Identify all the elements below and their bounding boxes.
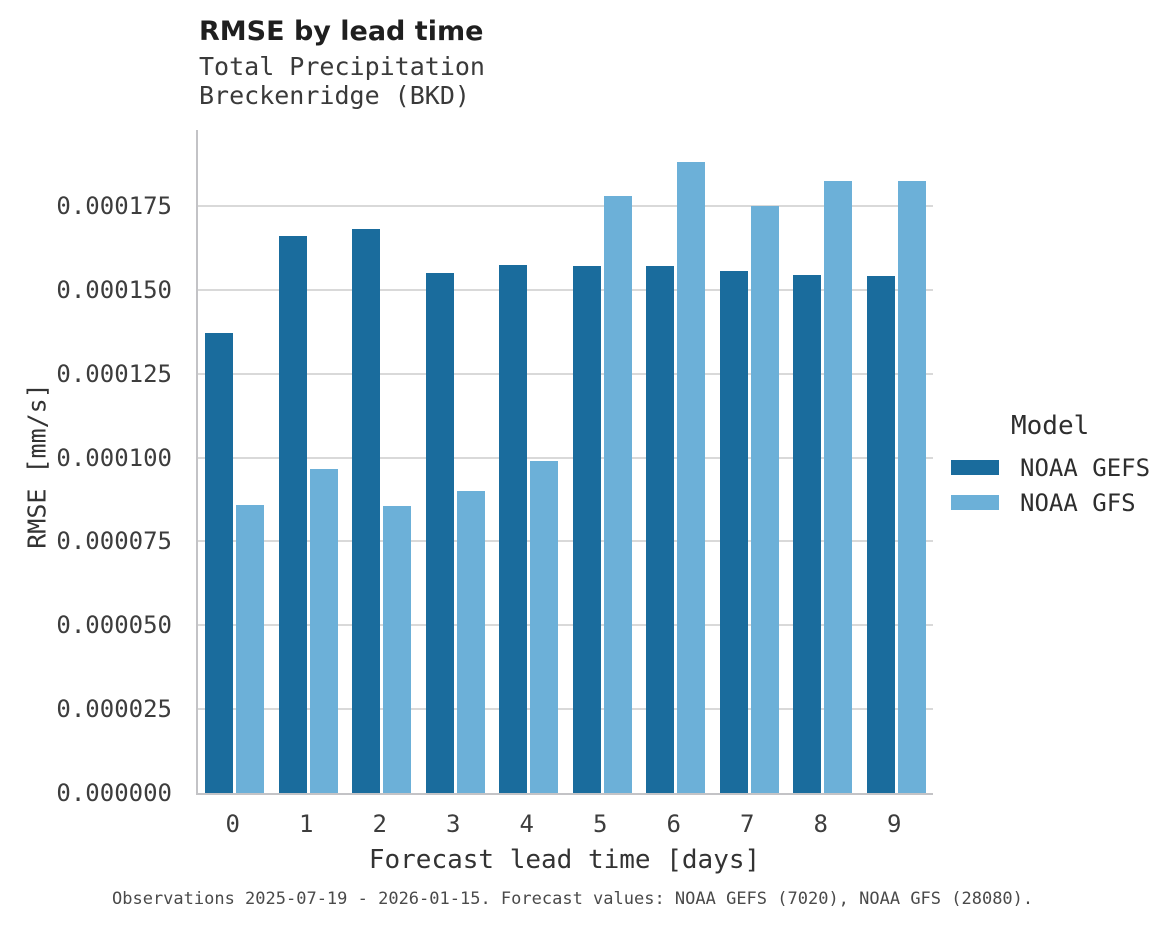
bar-noaa-gfs-lead-3: [456, 491, 485, 793]
bar-noaa-gfs-lead-4: [530, 460, 559, 793]
bar-noaa-gefs-lead-5: [572, 266, 601, 793]
bar-noaa-gefs-lead-1: [278, 236, 307, 793]
bar-noaa-gefs-lead-7: [719, 271, 748, 793]
xtick-label-9: 9: [887, 810, 902, 838]
ytick-label-0.000075: 0.000075: [56, 527, 172, 556]
bar-noaa-gefs-lead-6: [646, 266, 675, 793]
xtick-label-8: 8: [813, 810, 828, 838]
gridline-y-0.000175: [198, 205, 933, 207]
ytick-label-0.000125: 0.000125: [56, 359, 172, 388]
legend-swatch-noaa-gfs: [951, 495, 999, 510]
legend-label-noaa-gfs: NOAA GFS: [1020, 488, 1136, 517]
gridline-y-0.00015: [198, 288, 933, 291]
xtick-label-7: 7: [740, 810, 755, 838]
legend-rows: NOAA GEFS NOAA GFS: [951, 450, 1171, 520]
gridline-y-0.000125: [198, 372, 933, 375]
bar-noaa-gfs-lead-0: [236, 504, 265, 793]
bar-noaa-gefs-lead-2: [352, 229, 381, 793]
ytick-label-0.000150: 0.000150: [56, 275, 172, 304]
x-axis-title: Forecast lead time [days]: [368, 845, 761, 875]
ytick-label-0.000175: 0.000175: [56, 192, 172, 220]
caption: Observations 2025-07-19 - 2026-01-15. Fo…: [112, 889, 1034, 909]
bar-noaa-gfs-lead-7: [750, 206, 779, 793]
chart-subtitle-station: Breckenridge (BKD): [199, 81, 470, 110]
xtick-label-2: 2: [372, 810, 387, 838]
xtick-label-4: 4: [519, 810, 534, 838]
ytick-label-0.000000: 0.000000: [56, 779, 172, 807]
legend-swatch-noaa-gefs: [951, 460, 999, 475]
xtick-label-3: 3: [446, 810, 461, 838]
xtick-label-5: 5: [593, 810, 608, 838]
gridline-y-0.000025: [198, 708, 933, 711]
bar-noaa-gefs-lead-8: [793, 274, 822, 793]
bar-noaa-gfs-lead-5: [603, 195, 632, 793]
legend-title: Model: [1011, 411, 1090, 441]
bar-noaa-gfs-lead-8: [824, 180, 853, 793]
ytick-label-0.000100: 0.000100: [56, 443, 172, 472]
chart-subtitle-variable: Total Precipitation: [199, 52, 485, 81]
chart-title: RMSE by lead time: [199, 16, 484, 47]
ytick-label-0.000025: 0.000025: [56, 695, 172, 724]
bar-noaa-gfs-lead-2: [383, 506, 412, 793]
gridline-y-0.000075: [198, 540, 933, 543]
bar-noaa-gefs-lead-0: [205, 333, 234, 793]
legend-entry-noaa-gfs: NOAA GFS: [951, 485, 1171, 520]
xtick-label-1: 1: [299, 810, 314, 838]
xtick-label-6: 6: [666, 810, 681, 838]
ytick-label-0.000050: 0.000050: [56, 611, 172, 640]
gridline-y-0.0001: [198, 456, 933, 459]
bar-noaa-gfs-lead-1: [309, 469, 338, 793]
bar-noaa-gfs-lead-6: [677, 162, 706, 793]
bar-noaa-gefs-lead-3: [425, 273, 454, 793]
bar-noaa-gefs-lead-9: [866, 276, 895, 793]
bar-noaa-gfs-lead-9: [897, 180, 926, 793]
bar-noaa-gefs-lead-4: [499, 264, 528, 793]
xtick-label-0: 0: [225, 810, 240, 838]
plot-panel: [196, 130, 933, 795]
legend-label-noaa-gefs: NOAA GEFS: [1020, 453, 1151, 482]
gridline-y-0.00005: [198, 624, 933, 627]
legend-entry-noaa-gefs: NOAA GEFS: [951, 450, 1171, 485]
legend: Model NOAA GEFS NOAA GFS: [951, 411, 1171, 520]
